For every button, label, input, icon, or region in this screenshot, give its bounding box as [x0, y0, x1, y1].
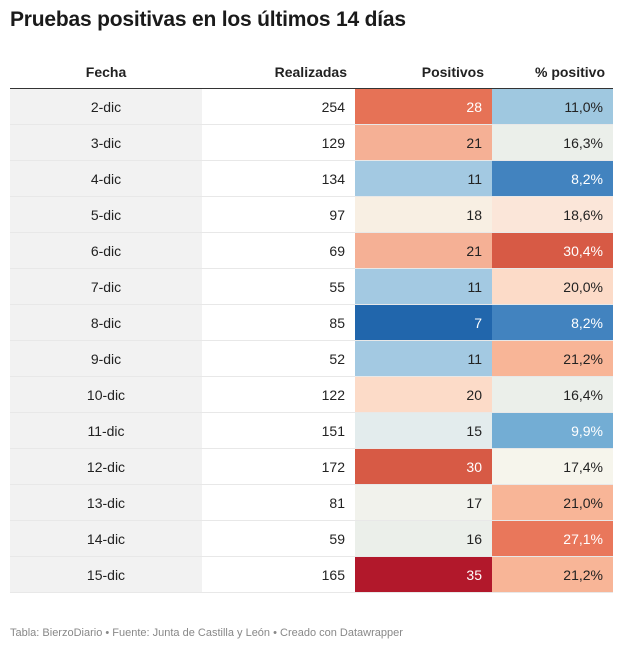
cell-realizadas: 85	[202, 304, 355, 341]
cell-fecha: 12-dic	[10, 448, 202, 485]
table-row: 4-dic 134 11 8,2%	[10, 160, 613, 197]
cell-fecha: 3-dic	[10, 124, 202, 161]
cell-realizadas: 151	[202, 412, 355, 449]
cell-pct-positivo: 8,2%	[492, 304, 613, 341]
cell-positivos: 16	[355, 520, 492, 557]
table-row: 3-dic 129 21 16,3%	[10, 124, 613, 161]
cell-positivos: 28	[355, 88, 492, 125]
table-row: 14-dic 59 16 27,1%	[10, 520, 613, 557]
cell-fecha: 11-dic	[10, 412, 202, 449]
column-header-fecha[interactable]: Fecha	[10, 55, 202, 89]
table-row: 7-dic 55 11 20,0%	[10, 268, 613, 305]
cell-fecha: 15-dic	[10, 556, 202, 593]
table-row: 9-dic 52 11 21,2%	[10, 340, 613, 377]
cell-realizadas: 69	[202, 232, 355, 269]
cell-positivos: 11	[355, 160, 492, 197]
cell-positivos: 11	[355, 268, 492, 305]
cell-realizadas: 97	[202, 196, 355, 233]
cell-positivos: 15	[355, 412, 492, 449]
cell-pct-positivo: 27,1%	[492, 520, 613, 557]
footer-credits: Tabla: BierzoDiario • Fuente: Junta de C…	[10, 627, 403, 639]
cell-positivos: 30	[355, 448, 492, 485]
cell-pct-positivo: 16,4%	[492, 376, 613, 413]
cell-pct-positivo: 21,2%	[492, 556, 613, 593]
cell-pct-positivo: 20,0%	[492, 268, 613, 305]
table-row: 2-dic 254 28 11,0%	[10, 88, 613, 125]
table-row: 8-dic 85 7 8,2%	[10, 304, 613, 341]
cell-pct-positivo: 9,9%	[492, 412, 613, 449]
data-table: Fecha Realizadas Positivos % positivo 2-…	[10, 55, 613, 593]
cell-pct-positivo: 21,2%	[492, 340, 613, 377]
column-header-positivos[interactable]: Positivos	[355, 55, 492, 89]
table-row: 13-dic 81 17 21,0%	[10, 484, 613, 521]
table-row: 15-dic 165 35 21,2%	[10, 556, 613, 593]
cell-positivos: 35	[355, 556, 492, 593]
cell-positivos: 21	[355, 124, 492, 161]
column-header-realizadas[interactable]: Realizadas	[202, 55, 355, 89]
cell-fecha: 7-dic	[10, 268, 202, 305]
cell-pct-positivo: 30,4%	[492, 232, 613, 269]
cell-positivos: 17	[355, 484, 492, 521]
cell-realizadas: 52	[202, 340, 355, 377]
cell-fecha: 10-dic	[10, 376, 202, 413]
cell-positivos: 21	[355, 232, 492, 269]
cell-fecha: 5-dic	[10, 196, 202, 233]
cell-positivos: 20	[355, 376, 492, 413]
cell-pct-positivo: 8,2%	[492, 160, 613, 197]
cell-fecha: 13-dic	[10, 484, 202, 521]
cell-fecha: 8-dic	[10, 304, 202, 341]
table-row: 10-dic 122 20 16,4%	[10, 376, 613, 413]
cell-realizadas: 254	[202, 88, 355, 125]
table-row: 11-dic 151 15 9,9%	[10, 412, 613, 449]
cell-pct-positivo: 21,0%	[492, 484, 613, 521]
table-row: 6-dic 69 21 30,4%	[10, 232, 613, 269]
cell-realizadas: 122	[202, 376, 355, 413]
cell-realizadas: 134	[202, 160, 355, 197]
table-body: 2-dic 254 28 11,0% 3-dic 129 21 16,3% 4-dic 134 11…	[10, 88, 613, 593]
cell-realizadas: 172	[202, 448, 355, 485]
cell-realizadas: 129	[202, 124, 355, 161]
cell-pct-positivo: 11,0%	[492, 88, 613, 125]
cell-fecha: 4-dic	[10, 160, 202, 197]
table-header-row: Fecha Realizadas Positivos % positivo	[10, 55, 613, 89]
cell-realizadas: 55	[202, 268, 355, 305]
cell-positivos: 11	[355, 340, 492, 377]
cell-realizadas: 59	[202, 520, 355, 557]
table-row: 5-dic 97 18 18,6%	[10, 196, 613, 233]
table-row: 12-dic 172 30 17,4%	[10, 448, 613, 485]
cell-realizadas: 165	[202, 556, 355, 593]
cell-realizadas: 81	[202, 484, 355, 521]
cell-fecha: 2-dic	[10, 88, 202, 125]
cell-positivos: 7	[355, 304, 492, 341]
cell-fecha: 9-dic	[10, 340, 202, 377]
cell-fecha: 6-dic	[10, 232, 202, 269]
cell-pct-positivo: 18,6%	[492, 196, 613, 233]
column-header-pct-positivo[interactable]: % positivo	[492, 55, 613, 89]
chart-title: Pruebas positivas en los últimos 14 días	[10, 8, 406, 31]
cell-positivos: 18	[355, 196, 492, 233]
cell-pct-positivo: 17,4%	[492, 448, 613, 485]
cell-fecha: 14-dic	[10, 520, 202, 557]
cell-pct-positivo: 16,3%	[492, 124, 613, 161]
